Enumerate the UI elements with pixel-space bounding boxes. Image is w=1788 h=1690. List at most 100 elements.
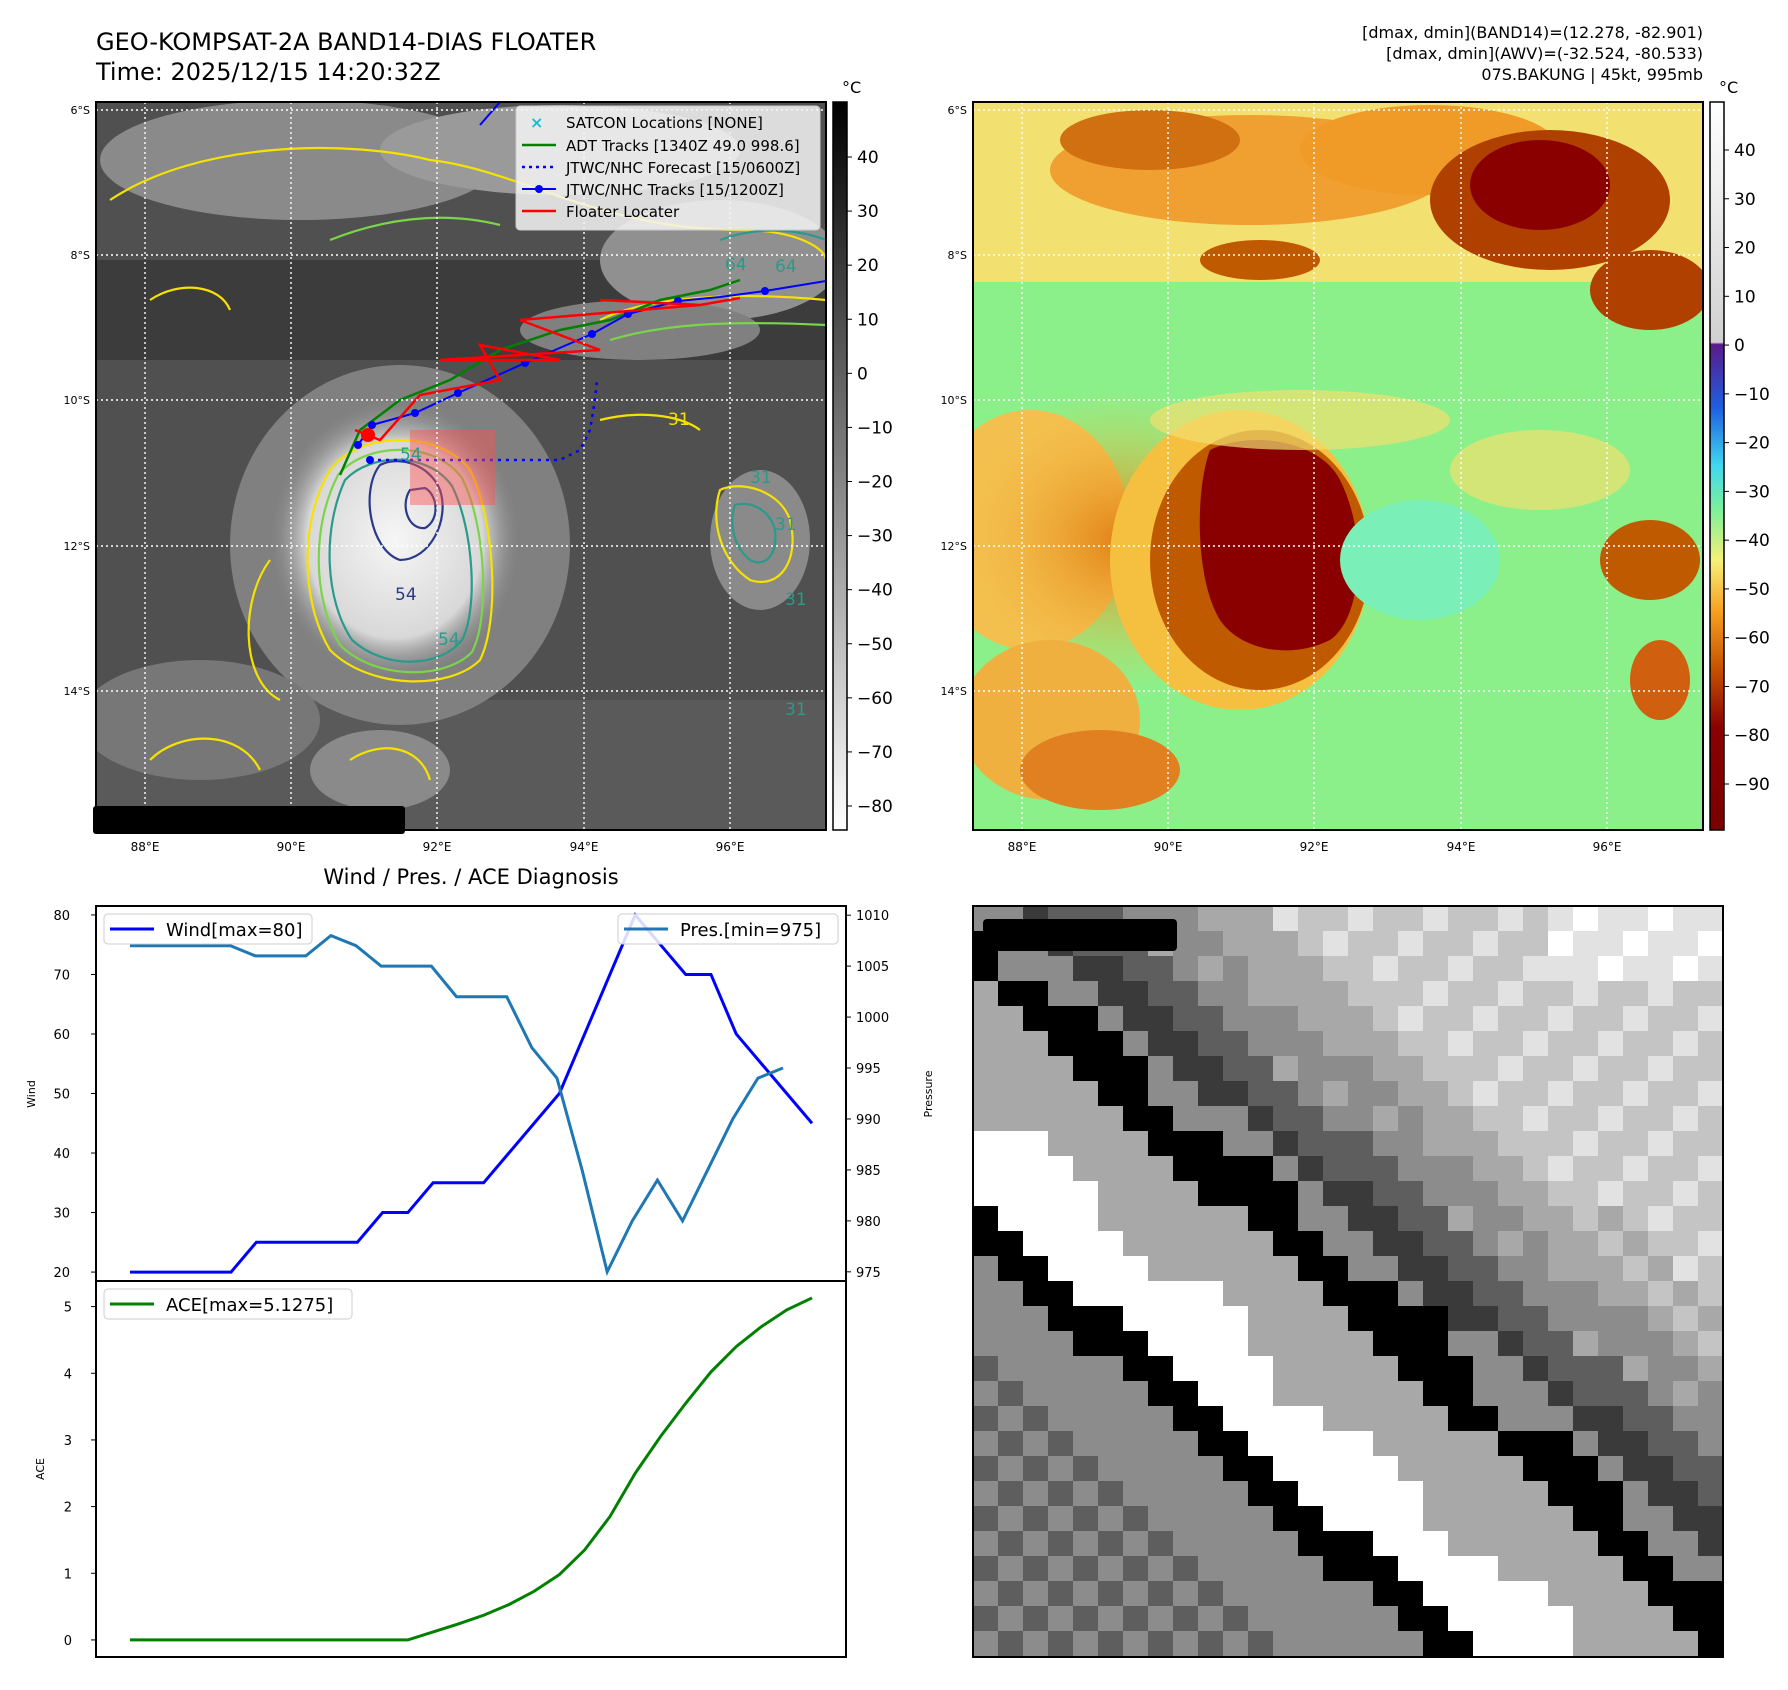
ace-tick-label: 5	[64, 1301, 72, 1316]
color-colorbar-tick: −80	[1734, 726, 1770, 746]
ace-tick-label: 2	[64, 1501, 72, 1516]
color-colorbar-tick: −10	[1734, 385, 1770, 405]
svg-text:64: 64	[725, 255, 747, 275]
chart-title: Wind / Pres. / ACE Diagnosis	[323, 865, 618, 889]
wind-tick-label: 70	[53, 968, 70, 983]
gray-colorbar-tick: 10	[857, 310, 879, 330]
gray-colorbar-tick: −70	[857, 743, 893, 763]
color-colorbar-tick: 0	[1734, 336, 1745, 356]
ace-axis-label: ACE	[34, 1458, 47, 1480]
color-colorbar-tick: −20	[1734, 434, 1770, 454]
ace-series-line	[130, 1296, 813, 1642]
color-colorbar	[1709, 101, 1725, 831]
ace-legend-label: ACE[max=5.1275]	[166, 1295, 333, 1316]
wind-legend-label: Wind[max=80]	[166, 920, 303, 941]
ir-lat-label: 10°S	[64, 394, 90, 407]
legend-satcon: SATCON Locations [NONE]	[566, 114, 763, 132]
wind-tick-label: 50	[53, 1088, 70, 1103]
info-line-2: [dmax, dmin](AWV)=(-32.524, -80.533)	[1386, 44, 1703, 63]
wmg-panel: WMG Count: 96	[972, 905, 1724, 1658]
ir-lat-label: 8°S	[71, 249, 90, 262]
gray-colorbar-tick: 20	[857, 256, 879, 276]
title-line-1: GEO-KOMPSAT-2A BAND14-DIAS FLOATER	[96, 28, 596, 56]
color-lon-label: 90°E	[1154, 840, 1183, 854]
color-colorbar-tick: 30	[1734, 190, 1756, 210]
color-colorbar-tick: 10	[1734, 287, 1756, 307]
gray-colorbar-tick: −50	[857, 635, 893, 655]
svg-text:54: 54	[400, 445, 422, 465]
color-lat-label: 10°S	[941, 394, 967, 407]
legend-tracks: JTWC/NHC Tracks [15/1200Z]	[565, 181, 784, 199]
ir-lon-label: 90°E	[277, 840, 306, 854]
ir-lat-label: 12°S	[64, 540, 90, 553]
gray-colorbar-tick: 40	[857, 148, 879, 168]
color-colorbar-tick: −40	[1734, 531, 1770, 551]
color-lat-label: 8°S	[948, 249, 967, 262]
ir-lat-label: 6°S	[71, 104, 90, 117]
gray-colorbar-unit: °C	[842, 78, 861, 97]
pressure-tick-label: 995	[856, 1062, 881, 1077]
title-line-2: Time: 2025/12/15 14:20:32Z	[95, 58, 441, 86]
floater-locater-line	[354, 296, 741, 442]
color-colorbar-tick: 20	[1734, 239, 1756, 259]
svg-text:54: 54	[438, 630, 460, 650]
legend-adt: ADT Tracks [1340Z 49.0 998.6]	[566, 137, 800, 155]
wind-tick-label: 60	[53, 1028, 70, 1043]
svg-text:31: 31	[775, 515, 797, 535]
info-line-3: 07S.BAKUNG | 45kt, 995mb	[1481, 65, 1703, 84]
pressure-series-line	[130, 933, 784, 1277]
svg-text:64: 64	[775, 257, 797, 277]
color-lon-label: 92°E	[1300, 840, 1329, 854]
adt-track-line	[338, 278, 741, 476]
color-colorbar-tick: −60	[1734, 629, 1770, 649]
pressure-legend: Pres.[min=975]	[617, 913, 839, 945]
wmg-count-label: WMG Count: 96	[992, 923, 1167, 947]
pressure-legend-label: Pres.[min=975]	[680, 920, 821, 941]
color-colorbar-tick: −30	[1734, 482, 1770, 502]
svg-text:31: 31	[750, 468, 772, 488]
color-map-panel: 6°S 8°S 10°S 12°S 14°S 88°E 90°E 92°E 94°E 96°E °…	[941, 78, 1770, 854]
pressure-tick-label: 975	[856, 1266, 881, 1281]
copyright-text: Copyright © 2020-2025 Dapiya	[100, 811, 397, 831]
gray-colorbar-tick: 30	[857, 202, 879, 222]
color-colorbar-tick: −90	[1734, 775, 1770, 795]
color-colorbar-tick: −50	[1734, 580, 1770, 600]
wind-tick-label: 40	[53, 1147, 70, 1162]
ace-tick-label: 1	[64, 1567, 72, 1582]
track-legend: × SATCON Locations [NONE] ADT Tracks [13…	[515, 105, 821, 231]
gray-colorbar-tick: −30	[857, 527, 893, 547]
pressure-tick-label: 985	[856, 1164, 881, 1179]
ace-tick-label: 3	[64, 1434, 72, 1449]
wind-legend: Wind[max=80]	[103, 913, 313, 945]
ir-map-panel: 64 64 54 31 31 31 54 31 31 54 6°S 8°S 10°S…	[64, 78, 893, 854]
gray-colorbar-tick: −10	[857, 418, 893, 438]
color-colorbar-ticks: 40 30 20 10 0 −10 −20 −30 −40 −50 −60 −70 −80 −90	[1724, 141, 1770, 795]
color-map-gridlines: 6°S 8°S 10°S 12°S 14°S 88°E 90°E 92°E 94°E 96°E	[941, 102, 1703, 854]
pressure-tick-label: 1010	[856, 909, 889, 924]
wind-tick-label: 80	[53, 909, 70, 924]
pressure-tick-label: 980	[856, 1215, 881, 1230]
wind-tick-label: 30	[53, 1207, 70, 1222]
ir-lon-label: 96°E	[716, 840, 745, 854]
pressure-axis-label: Pressure	[922, 1070, 935, 1117]
gray-colorbar-tick: −40	[857, 581, 893, 601]
color-colorbar-tick: 40	[1734, 141, 1756, 161]
wind-axis-label: Wind	[25, 1080, 38, 1108]
pressure-tick-label: 990	[856, 1113, 881, 1128]
color-lat-label: 12°S	[941, 540, 967, 553]
ace-tick-label: 4	[64, 1367, 72, 1382]
color-lon-label: 88°E	[1008, 840, 1037, 854]
color-colorbar-unit: °C	[1719, 78, 1738, 97]
gray-colorbar-tick: −80	[857, 797, 893, 817]
gray-colorbar-tick: −20	[857, 473, 893, 493]
legend-forecast: JTWC/NHC Forecast [15/0600Z]	[565, 159, 800, 177]
gray-colorbar-tick: −60	[857, 689, 893, 709]
color-lon-label: 96°E	[1593, 840, 1622, 854]
svg-text:54: 54	[395, 585, 417, 605]
ir-lon-label: 94°E	[570, 840, 599, 854]
wind-tick-label: 20	[53, 1266, 70, 1281]
ir-lon-label: 92°E	[423, 840, 452, 854]
ir-lat-label: 14°S	[64, 685, 90, 698]
gray-colorbar-ticks: 40 30 20 10 0 −10 −20 −30 −40 −50 −60 −70 −80	[847, 148, 893, 817]
svg-text:31: 31	[785, 700, 807, 720]
